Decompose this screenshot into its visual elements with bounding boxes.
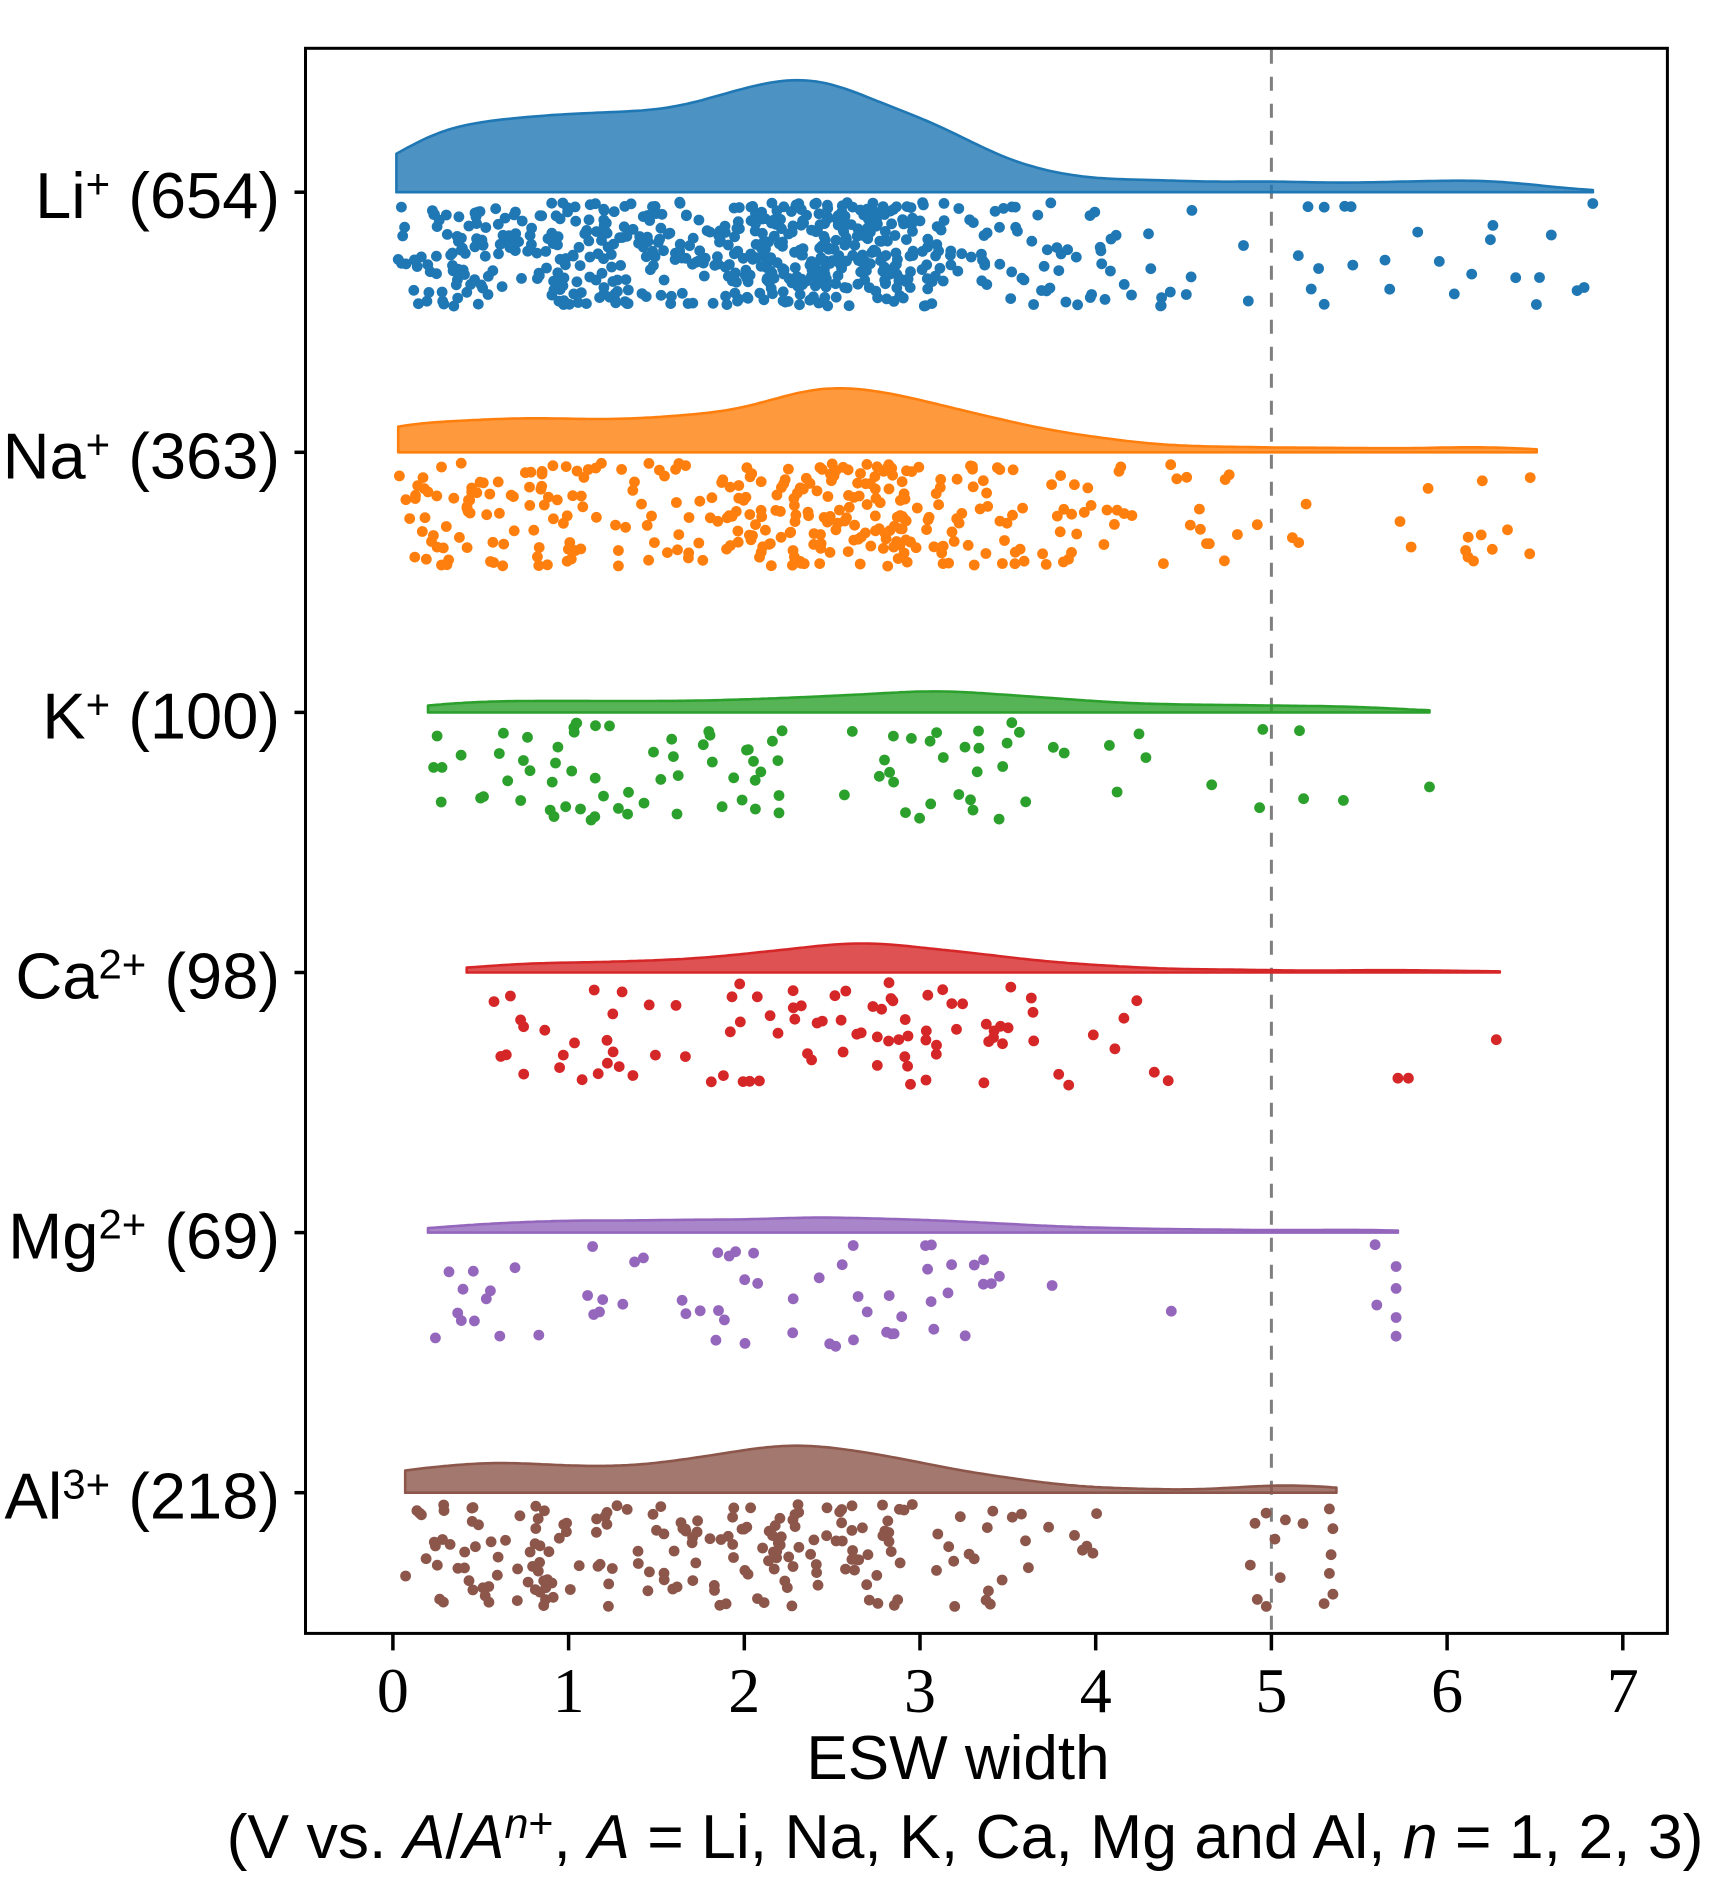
svg-text:Ca2+ (98): Ca2+ (98) [15, 940, 280, 1013]
svg-text:Li+ (654): Li+ (654) [35, 159, 280, 232]
svg-text:0: 0 [377, 1655, 409, 1726]
svg-text:ESW width: ESW width [806, 1724, 1109, 1793]
svg-text:Na+ (363): Na+ (363) [3, 419, 280, 492]
svg-text:3: 3 [904, 1655, 936, 1726]
svg-text:K+ (100): K+ (100) [42, 679, 280, 752]
svg-text:(V vs. A/An+, A = Li, Na, K, C: (V vs. A/An+, A = Li, Na, K, Ca, Mg and … [227, 1800, 1704, 1872]
svg-text:2: 2 [728, 1655, 760, 1726]
svg-text:4: 4 [1080, 1655, 1112, 1726]
svg-text:1: 1 [553, 1655, 585, 1726]
svg-text:Al3+ (218): Al3+ (218) [5, 1460, 281, 1533]
svg-text:7: 7 [1607, 1655, 1639, 1726]
svg-text:Mg2+ (69): Mg2+ (69) [8, 1200, 280, 1273]
svg-text:5: 5 [1255, 1655, 1287, 1726]
svg-text:6: 6 [1431, 1655, 1463, 1726]
